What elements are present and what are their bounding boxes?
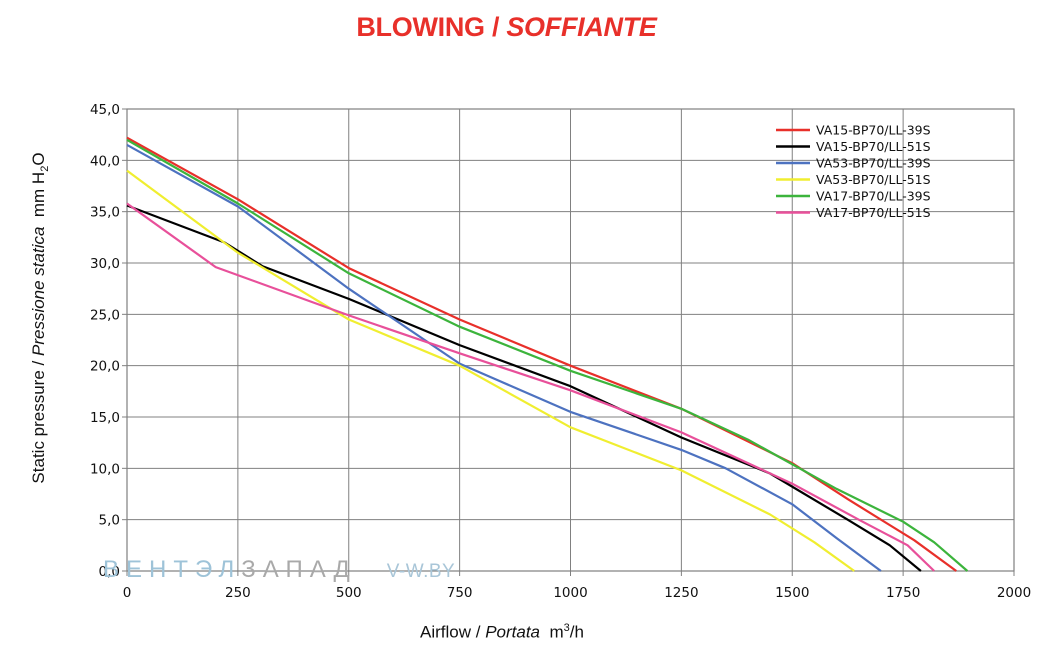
y-tick-label: 40,0 xyxy=(90,153,120,169)
y-tick-label: 20,0 xyxy=(90,359,120,375)
watermark-site: V-W.BY xyxy=(386,561,456,582)
data-series xyxy=(126,136,969,572)
legend-label: VA53-BP70/LL-51S xyxy=(816,172,931,187)
x-tick-label: 2000 xyxy=(997,585,1031,601)
x-axis-label: Airflow / Portata m3/h xyxy=(420,622,584,642)
y-tick-label: 30,0 xyxy=(90,256,120,272)
legend-label: VA15-BP70/LL-51S xyxy=(816,139,931,154)
legend-label: VA53-BP70/LL-39S xyxy=(816,156,931,171)
series-line-5 xyxy=(126,138,969,572)
x-tick-label: 500 xyxy=(336,585,362,601)
series-line-6 xyxy=(126,202,935,572)
y-tick-label: 45,0 xyxy=(90,102,120,118)
y-tick-label: 35,0 xyxy=(90,205,120,221)
y-tick-label: 25,0 xyxy=(90,307,120,323)
y-tick-label: 5,0 xyxy=(99,513,120,529)
x-tick-label: 750 xyxy=(447,585,473,601)
watermark: ВЕНТЭЛЗАПАД V-W.BY xyxy=(103,556,455,584)
x-tick-label: 1500 xyxy=(775,585,809,601)
series-line-4 xyxy=(126,169,855,572)
x-tick-label: 1000 xyxy=(553,585,587,601)
watermark-part2: ЗАПАД xyxy=(241,556,357,583)
chart-title: BLOWING / SOFFIANTE xyxy=(356,12,657,42)
watermark-part1: ВЕНТЭЛ xyxy=(103,556,242,583)
x-tick-label: 1750 xyxy=(886,585,920,601)
legend-label: VA17-BP70/LL-39S xyxy=(816,189,931,204)
y-tick-label: 0,0 xyxy=(99,564,120,580)
series-line-2 xyxy=(126,204,922,572)
series-line-3 xyxy=(126,143,882,572)
x-tick-label: 250 xyxy=(225,585,251,601)
x-tick-label: 0 xyxy=(123,585,132,601)
x-tick-label: 1250 xyxy=(664,585,698,601)
y-tick-label: 15,0 xyxy=(90,410,120,426)
y-axis-ticks: 0,0 5,0 10,0 15,0 20,0 25,0 30,0 35,0 40,0 45,0 xyxy=(90,102,127,580)
x-axis-ticks: 0 250 500 750 1000 1250 1500 1750 2000 xyxy=(123,571,1031,601)
y-tick-label: 10,0 xyxy=(90,461,120,477)
legend-label: VA17-BP70/LL-51S xyxy=(816,205,931,220)
series-line-1 xyxy=(126,136,957,572)
legend-label: VA15-BP70/LL-39S xyxy=(816,123,931,138)
y-axis-label: Static pressure / Pressione statica mm H… xyxy=(28,152,52,484)
